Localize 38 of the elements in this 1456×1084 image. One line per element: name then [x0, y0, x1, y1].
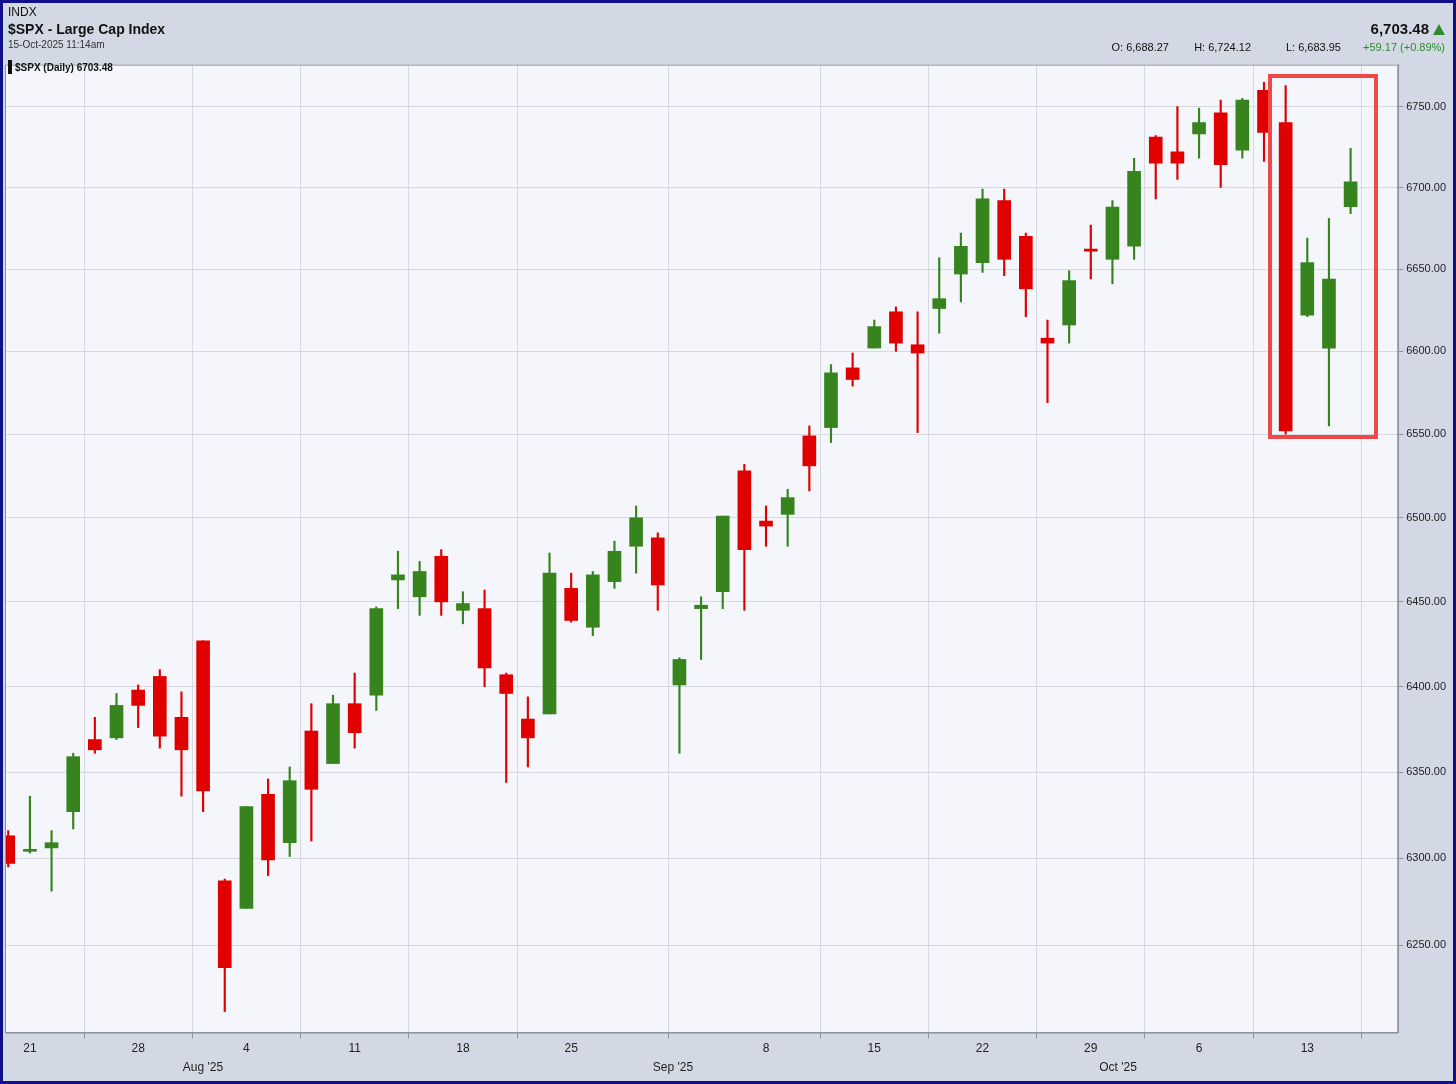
x-tick-label: 18 — [456, 1041, 470, 1056]
y-tick-label: 6500.00 — [1406, 510, 1446, 523]
text: 6,703.48 — [1370, 20, 1429, 37]
x-tick-label: 8 — [762, 1041, 770, 1056]
y-tick-label: 6600.00 — [1406, 344, 1446, 357]
x-tick-label: 21 — [23, 1041, 37, 1056]
candlestick — [672, 657, 687, 754]
x-tick-label: 28 — [131, 1041, 146, 1056]
y-tick-label: 6400.00 — [1406, 679, 1446, 692]
x-tick-label: 25 — [564, 1041, 579, 1056]
x-tick-label: 13 — [1300, 1041, 1315, 1056]
y-tick-label: 6250.00 — [1406, 938, 1446, 951]
candlestick — [44, 830, 59, 892]
x-tick-label: 15 — [867, 1041, 882, 1056]
text: Aug '25 — [182, 1060, 224, 1074]
y-tick-label: 6350.00 — [1406, 765, 1446, 778]
candlestick — [174, 691, 189, 797]
chart-subtitle: 15-Oct-2025 11:14am — [8, 39, 105, 50]
text: O: 6,688.27 — [1111, 41, 1169, 53]
text: L: 6,683.95 — [1285, 41, 1341, 53]
annotation: $SPX (Daily) 6703.48 — [15, 62, 113, 73]
x-tick-label: 22 — [975, 1041, 990, 1056]
y-tick-label: 6450.00 — [1406, 594, 1446, 607]
chart-title: $SPX - Large Cap Index — [8, 21, 166, 37]
y-tick-label: 6300.00 — [1406, 851, 1446, 864]
text: H: 6,724.12 — [1194, 41, 1251, 53]
text: Oct '25 — [1099, 1060, 1137, 1074]
x-tick-label: 29 — [1084, 1041, 1098, 1056]
text: INDX — [8, 5, 37, 19]
x-tick-label: 6 — [1195, 1041, 1203, 1056]
x-tick-label: 4 — [243, 1041, 251, 1056]
text: +59.17 (+0.89%) — [1363, 41, 1445, 53]
y-tick-label: 6650.00 — [1406, 262, 1446, 275]
x-tick-label: 11 — [348, 1041, 362, 1056]
text: Sep '25 — [652, 1060, 694, 1074]
y-tick-label: 6550.00 — [1406, 427, 1446, 440]
y-tick-label: 6700.00 — [1406, 180, 1446, 193]
y-tick-label: 6750.00 — [1406, 99, 1446, 112]
